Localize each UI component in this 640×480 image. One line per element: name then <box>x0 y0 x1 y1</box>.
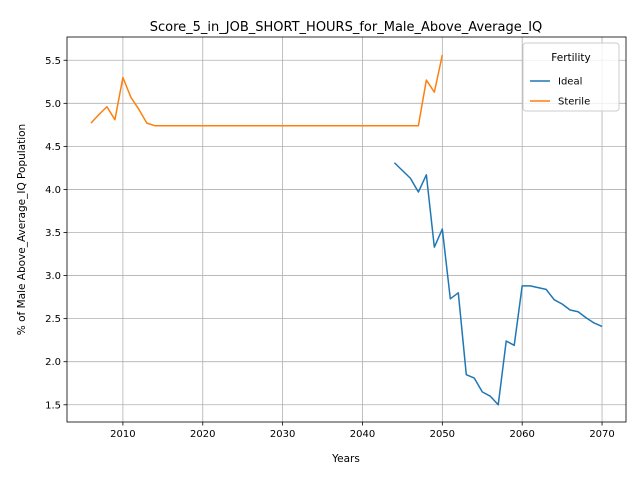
x-axis-label: Years <box>331 453 360 465</box>
y-tick-label: 2.5 <box>45 314 61 325</box>
y-tick-label: 5.5 <box>45 56 61 67</box>
x-tick-label: 2070 <box>589 429 614 440</box>
y-tick-label: 2.0 <box>45 357 61 368</box>
y-tick-label: 3.0 <box>45 271 61 282</box>
x-tick-label: 2040 <box>350 429 375 440</box>
x-tick-label: 2010 <box>110 429 135 440</box>
y-tick-label: 3.5 <box>45 228 61 239</box>
y-tick-label: 4.5 <box>45 142 61 153</box>
legend: Fertility Ideal Sterile <box>523 43 619 111</box>
y-tick-label: 4.0 <box>45 185 61 196</box>
legend-label-sterile: Sterile <box>558 97 590 108</box>
y-tick-label: 1.5 <box>45 400 61 411</box>
y-axis-label: % of Male Above_Average_IQ Population <box>16 124 28 335</box>
chart-title: Score_5_in_JOB_SHORT_HOURS_for_Male_Abov… <box>150 20 543 35</box>
y-tick-label: 5.0 <box>45 99 61 110</box>
x-tick-label: 2030 <box>270 429 295 440</box>
x-tick-label: 2050 <box>430 429 455 440</box>
x-tick-label: 2060 <box>509 429 534 440</box>
legend-title: Fertility <box>551 52 590 64</box>
x-tick-label: 2020 <box>190 429 215 440</box>
legend-label-ideal: Ideal <box>558 77 582 88</box>
